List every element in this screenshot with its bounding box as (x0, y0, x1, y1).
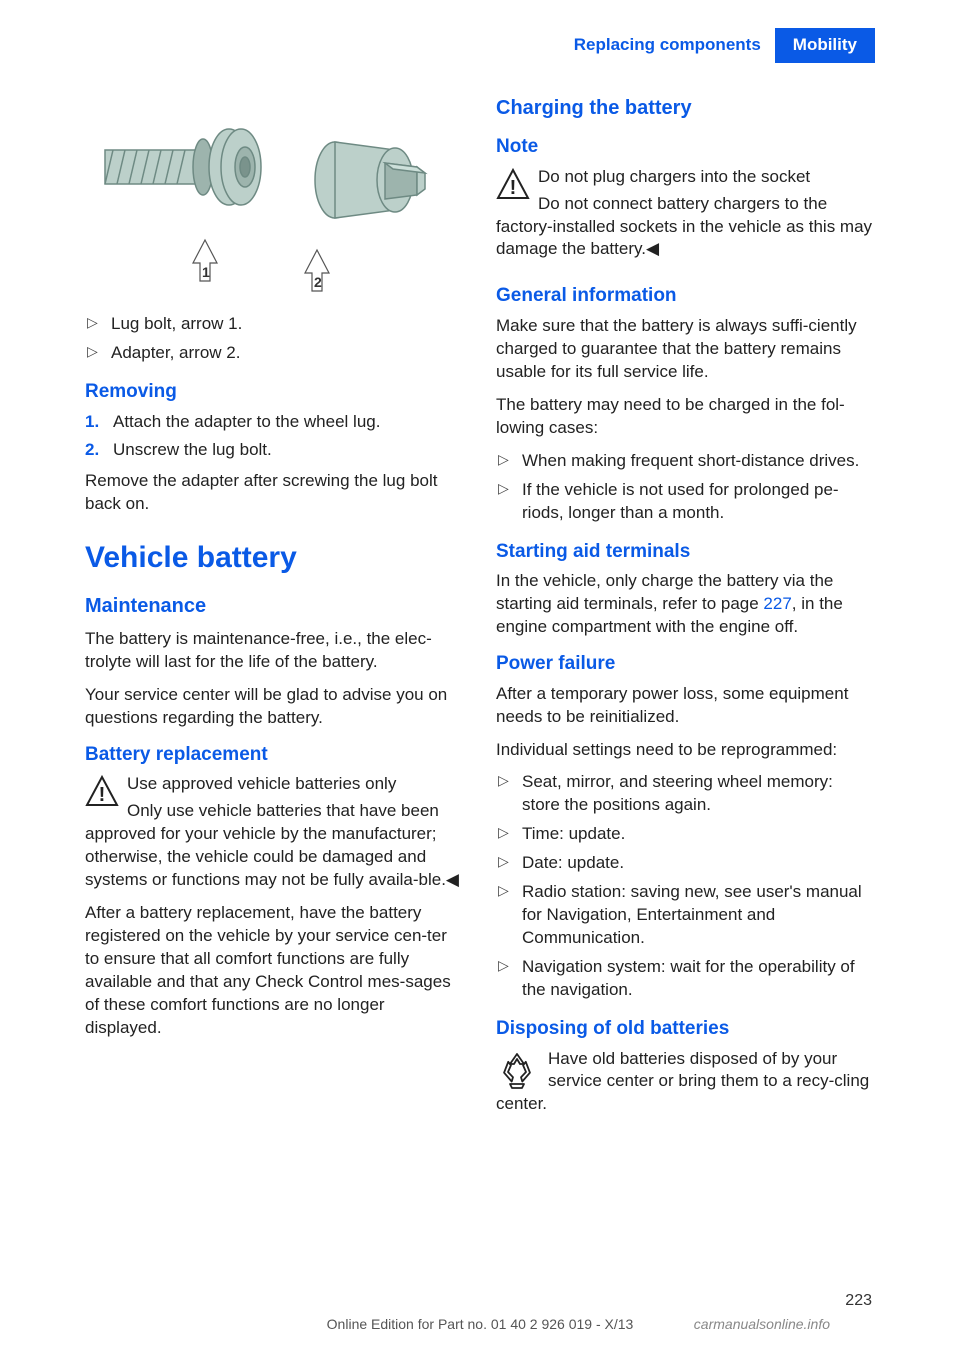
list-item: Lug bolt, arrow 1. (85, 313, 464, 336)
maintenance-p1: The battery is maintenance-free, i.e., t… (85, 628, 464, 674)
list-item: Seat, mirror, and steering wheel memory:… (496, 771, 875, 817)
vehicle-battery-heading: Vehicle battery (85, 538, 464, 579)
power-failure-heading: Power failure (496, 651, 875, 677)
warning-icon: ! (85, 775, 119, 809)
header-chapter-label: Mobility (775, 28, 875, 63)
removing-heading: Removing (85, 379, 464, 405)
page-header: Replacing components Mobility (560, 28, 875, 63)
list-item: Navigation system: wait for the operabil… (496, 956, 875, 1002)
removing-steps: 1. Attach the adapter to the wheel lug. 2… (85, 411, 464, 463)
note-line1: Do not plug chargers into the socket (496, 166, 875, 189)
maintenance-p2: Your service center will be glad to advi… (85, 684, 464, 730)
battery-replacement-after: After a battery replacement, have the ba… (85, 902, 464, 1040)
warning-body: Only use vehicle batteries that have bee… (85, 800, 464, 892)
list-item: Time: update. (496, 823, 875, 846)
list-item: 1. Attach the adapter to the wheel lug. (85, 411, 464, 434)
right-column: Charging the battery Note ! Do not plug … (496, 95, 875, 1126)
list-item: When making frequent short-distance driv… (496, 450, 875, 473)
general-p2: The battery may need to be charged in th… (496, 394, 875, 440)
svg-text:!: ! (99, 784, 106, 806)
list-item: Adapter, arrow 2. (85, 342, 464, 365)
general-cases-list: When making frequent short-distance driv… (496, 450, 875, 525)
step-text: Unscrew the lug bolt. (113, 440, 272, 459)
recycle-icon (496, 1050, 538, 1092)
list-item: 2. Unscrew the lug bolt. (85, 439, 464, 462)
svg-text:!: ! (510, 177, 517, 199)
step-number: 2. (85, 439, 99, 462)
watermark: carmanualsonline.info (694, 1315, 830, 1334)
disposing-heading: Disposing of old batteries (496, 1016, 875, 1042)
figure-label-2: 2 (314, 274, 322, 290)
disposing-body: Have old batteries disposed of by your s… (496, 1048, 875, 1117)
list-item: If the vehicle is not used for prolonged… (496, 479, 875, 525)
starting-aid-text: In the vehicle, only charge the battery … (496, 570, 875, 639)
list-item: Date: update. (496, 852, 875, 875)
battery-replacement-heading: Battery replacement (85, 742, 464, 768)
note-heading: Note (496, 134, 875, 160)
list-item: Radio station: saving new, see user's ma… (496, 881, 875, 950)
page-body: 1 2 Lug bolt, arrow 1. Adapter, arrow 2.… (85, 95, 875, 1126)
footer-edition: Online Edition for Part no. 01 40 2 926 … (327, 1316, 634, 1332)
power-p1: After a temporary power loss, some equip… (496, 683, 875, 729)
general-p1: Make sure that the battery is always suf… (496, 315, 875, 384)
figure-label-1: 1 (202, 264, 210, 280)
lug-bolt-illustration: 1 2 (85, 95, 445, 295)
power-reprogram-list: Seat, mirror, and steering wheel memory:… (496, 771, 875, 1001)
removing-after-text: Remove the adapter after screwing the lu… (85, 470, 464, 516)
charging-note-warning: ! Do not plug chargers into the socket D… (496, 166, 875, 272)
page-ref-link[interactable]: 227 (763, 594, 791, 613)
step-text: Attach the adapter to the wheel lug. (113, 412, 380, 431)
maintenance-heading: Maintenance (85, 593, 464, 620)
charging-heading: Charging the battery (496, 95, 875, 122)
general-info-heading: General information (496, 283, 875, 309)
starting-aid-heading: Starting aid terminals (496, 539, 875, 565)
battery-replacement-warning: ! Use approved vehicle batteries only On… (85, 773, 464, 902)
figure-legend-list: Lug bolt, arrow 1. Adapter, arrow 2. (85, 313, 464, 365)
lug-bolt-figure: 1 2 (85, 95, 445, 295)
power-p2: Individual settings need to be reprogram… (496, 739, 875, 762)
warning-line1: Use approved vehicle batteries only (85, 773, 464, 796)
warning-icon: ! (496, 168, 530, 202)
page-number: 223 (845, 1290, 872, 1312)
note-body: Do not connect battery chargers to the f… (496, 193, 875, 262)
disposing-block: Have old batteries disposed of by your s… (496, 1048, 875, 1127)
header-section-label: Replacing components (560, 28, 775, 63)
left-column: 1 2 Lug bolt, arrow 1. Adapter, arrow 2.… (85, 95, 464, 1126)
step-number: 1. (85, 411, 99, 434)
